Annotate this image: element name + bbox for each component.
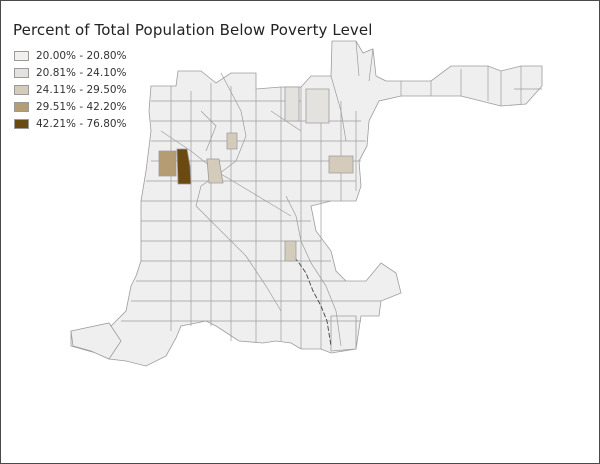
legend-item: 20.81% - 24.10%: [14, 64, 127, 81]
legend-item: 29.51% - 42.20%: [14, 98, 127, 115]
tract-areas: [70, 40, 543, 367]
tract-area-sw: [70, 322, 122, 360]
legend-label: 29.51% - 42.20%: [36, 100, 127, 113]
legend-label: 20.81% - 24.10%: [36, 66, 127, 79]
tract-class-3: [284, 240, 297, 262]
map-title: Percent of Total Population Below Povert…: [13, 21, 373, 39]
tract-class-2: [284, 86, 300, 122]
legend-label: 42.21% - 76.80%: [36, 117, 127, 130]
legend-swatch: [14, 118, 29, 129]
tract-area-se: [330, 315, 357, 352]
legend: 20.00% - 20.80% 20.81% - 24.10% 24.11% -…: [14, 47, 127, 132]
tract-class-4: [158, 150, 177, 177]
legend-swatch: [14, 50, 29, 61]
legend-swatch: [14, 84, 29, 95]
legend-swatch: [14, 67, 29, 78]
legend-item: 20.00% - 20.80%: [14, 47, 127, 64]
tract-class-3: [206, 158, 224, 184]
highlighted-tracts: [158, 86, 354, 262]
tract-class-3: [226, 132, 238, 150]
legend-label: 20.00% - 20.80%: [36, 49, 127, 62]
legend-label: 24.11% - 29.50%: [36, 83, 127, 96]
legend-item: 42.21% - 76.80%: [14, 115, 127, 132]
rail-line: [285, 245, 332, 347]
legend-swatch: [14, 101, 29, 112]
legend-item: 24.11% - 29.50%: [14, 81, 127, 98]
tract-class-3: [328, 155, 354, 174]
tract-class-5: [176, 148, 192, 185]
tract-class-2: [305, 88, 330, 124]
